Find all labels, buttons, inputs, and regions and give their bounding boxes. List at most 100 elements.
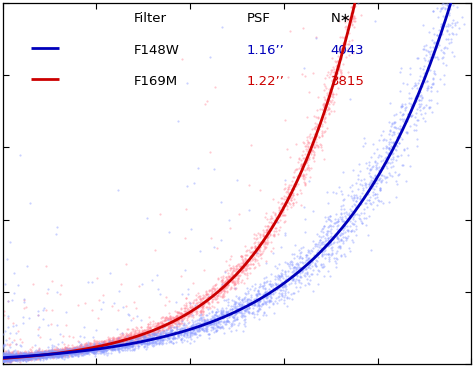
Point <box>20 354 27 360</box>
Point <box>121 338 128 344</box>
Text: 1.16’’: 1.16’’ <box>246 44 284 57</box>
Point <box>19 353 27 359</box>
Point <box>244 261 251 267</box>
Point <box>350 4 357 10</box>
Point <box>187 330 195 336</box>
Point <box>209 313 216 319</box>
Point <box>337 69 345 75</box>
Point <box>99 343 106 349</box>
Point <box>77 345 85 351</box>
Point <box>50 353 58 359</box>
Point <box>9 354 16 360</box>
Point <box>42 352 50 358</box>
Point <box>259 301 267 307</box>
Point <box>182 302 190 308</box>
Point <box>185 329 192 335</box>
Point <box>56 346 64 352</box>
Point <box>276 261 283 267</box>
Point <box>125 335 132 341</box>
Point <box>290 272 297 278</box>
Point <box>78 345 85 351</box>
Point <box>38 349 46 355</box>
Point <box>39 351 46 357</box>
Point <box>283 195 291 200</box>
Point <box>385 131 392 137</box>
Point <box>60 348 68 354</box>
Point <box>106 337 113 343</box>
Point <box>263 258 270 264</box>
Point <box>299 161 306 167</box>
Point <box>60 356 68 362</box>
Point <box>343 30 350 36</box>
Point <box>238 296 246 302</box>
Point <box>4 355 12 361</box>
Point <box>0 353 7 359</box>
Point <box>93 341 100 346</box>
Point <box>310 142 318 148</box>
Point <box>275 206 283 211</box>
Point <box>73 347 81 353</box>
Point <box>309 142 317 148</box>
Point <box>290 196 298 202</box>
Point <box>50 354 58 360</box>
Point <box>385 119 392 125</box>
Point <box>9 355 16 360</box>
Point <box>327 88 335 94</box>
Point <box>72 348 80 354</box>
Point <box>92 349 100 355</box>
Point <box>112 341 119 347</box>
Point <box>280 196 288 202</box>
Point <box>440 0 447 6</box>
Point <box>44 350 51 356</box>
Point <box>214 276 221 282</box>
Point <box>6 351 13 357</box>
Point <box>5 356 12 362</box>
Point <box>106 345 114 350</box>
Point <box>133 335 141 341</box>
Point <box>102 342 110 348</box>
Point <box>43 353 50 359</box>
Point <box>111 338 119 344</box>
Point <box>189 299 197 305</box>
Point <box>145 314 153 320</box>
Point <box>0 358 8 364</box>
Point <box>53 353 61 359</box>
Point <box>0 354 8 360</box>
Point <box>126 340 133 346</box>
Point <box>2 356 10 362</box>
Point <box>0 353 7 359</box>
Point <box>314 121 321 127</box>
Point <box>368 178 376 184</box>
Point <box>235 266 242 272</box>
Point <box>182 305 189 311</box>
Point <box>0 355 8 361</box>
Point <box>20 353 28 359</box>
Point <box>16 352 23 357</box>
Point <box>437 5 444 11</box>
Point <box>267 228 274 233</box>
Point <box>32 351 40 357</box>
Point <box>30 351 37 357</box>
Point <box>31 350 39 356</box>
Point <box>236 306 243 312</box>
Point <box>21 352 28 358</box>
Point <box>156 331 164 337</box>
Point <box>238 312 246 318</box>
Point <box>162 302 169 308</box>
Point <box>2 352 10 358</box>
Point <box>117 346 125 352</box>
Point <box>284 189 292 195</box>
Point <box>90 350 98 356</box>
Point <box>3 354 10 360</box>
Point <box>51 346 59 352</box>
Point <box>3 353 10 359</box>
Point <box>103 341 111 347</box>
Point <box>19 353 27 359</box>
Point <box>63 349 71 355</box>
Point <box>85 348 93 353</box>
Point <box>7 354 14 360</box>
Point <box>345 30 353 36</box>
Point <box>14 282 22 288</box>
Point <box>152 326 160 331</box>
Point <box>394 125 401 131</box>
